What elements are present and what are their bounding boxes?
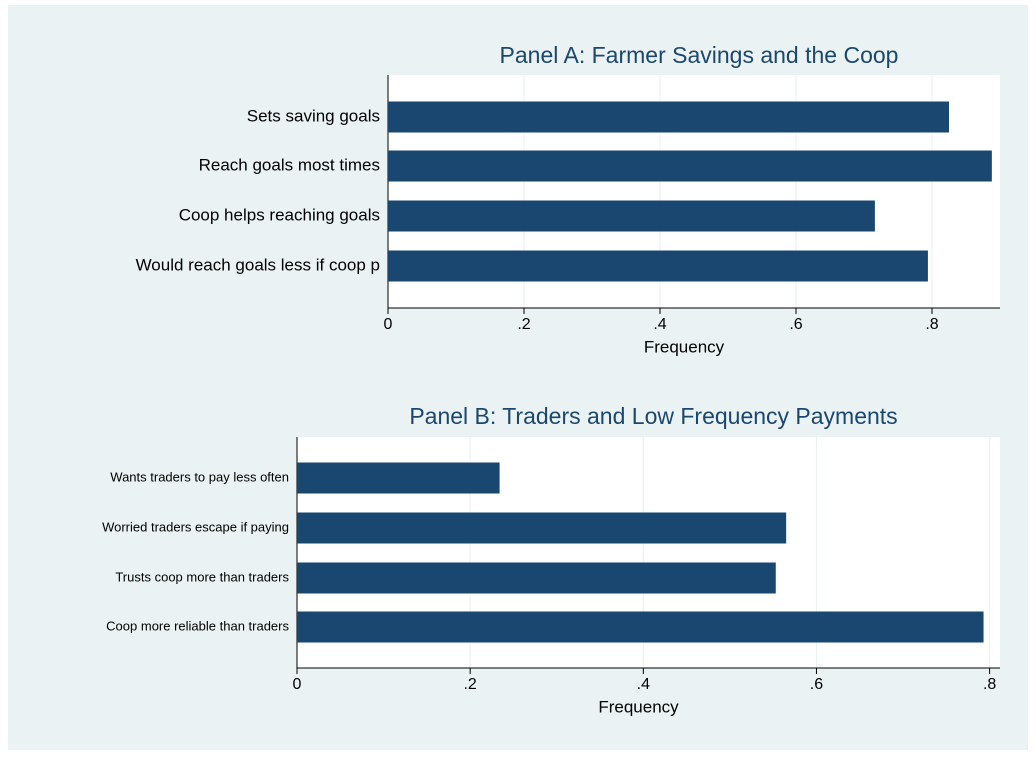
bar <box>388 250 928 282</box>
y-tick-label: Coop helps reaching goals <box>179 205 380 224</box>
x-tick-label: .8 <box>925 316 938 333</box>
y-tick-label: Sets saving goals <box>247 106 380 125</box>
x-tick-label: 0 <box>293 676 302 693</box>
y-tick-label: Would reach goals less if coop p <box>136 255 380 274</box>
bar <box>297 462 500 494</box>
x-tick-label: .8 <box>983 676 996 693</box>
bar <box>388 200 875 232</box>
x-tick-label: .2 <box>517 316 530 333</box>
x-tick-label: .4 <box>637 676 650 693</box>
x-tick-label: .4 <box>653 316 666 333</box>
bar <box>388 101 949 133</box>
y-tick-label: Coop more reliable than traders <box>106 618 289 633</box>
x-axis-label: Frequency <box>644 337 725 356</box>
y-tick-label: Wants traders to pay less often <box>110 469 289 484</box>
bar <box>297 512 787 544</box>
chart-title: Panel B: Traders and Low Frequency Payme… <box>409 403 897 429</box>
x-tick-label: .6 <box>810 676 823 693</box>
bar <box>297 562 776 594</box>
y-tick-label: Reach goals most times <box>199 155 380 174</box>
x-axis-label: Frequency <box>598 697 679 716</box>
y-tick-label: Worried traders escape if paying <box>102 519 289 534</box>
bar <box>388 150 992 182</box>
x-tick-label: .2 <box>463 676 476 693</box>
bar <box>297 611 984 643</box>
chart-title: Panel A: Farmer Savings and the Coop <box>500 42 899 68</box>
y-tick-label: Trusts coop more than traders <box>115 569 289 584</box>
x-tick-label: 0 <box>384 316 393 333</box>
x-tick-label: .6 <box>789 316 802 333</box>
